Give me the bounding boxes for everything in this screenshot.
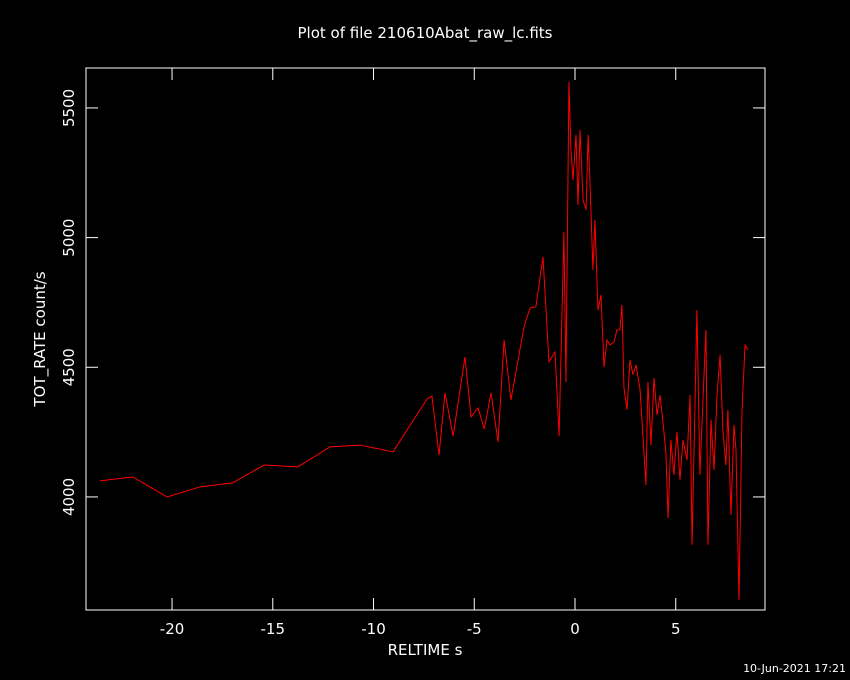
data-line [100, 81, 749, 600]
y-tick-label: 5000 [60, 219, 78, 257]
x-tick-label: -5 [467, 620, 482, 638]
x-tick-label: -15 [261, 620, 286, 638]
x-tick-label: 5 [671, 620, 681, 638]
x-tick-label: -20 [160, 620, 185, 638]
plot-frame [85, 67, 766, 611]
x-axis-label: RELTIME s [388, 641, 463, 659]
footer: 10-Jun-2021 17:21 [743, 662, 846, 675]
x-tick-label: -10 [361, 620, 386, 638]
y-tick-label: 4000 [60, 478, 78, 516]
chart-title: Plot of file 210610Abat_raw_lc.fits [298, 24, 553, 43]
y-axis-label: TOT_RATE count/s [31, 271, 50, 407]
x-tick-label: 0 [570, 620, 580, 638]
y-tick-label: 5500 [60, 89, 78, 127]
y-tick-label: 4500 [60, 348, 78, 386]
